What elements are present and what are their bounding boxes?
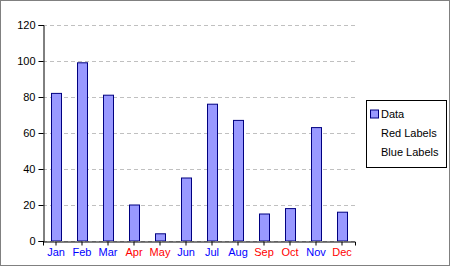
y-tick-label: 100 [17, 55, 35, 67]
y-axis: 0 20 40 60 80 100 120 [17, 19, 44, 247]
y-axis-line [39, 26, 45, 242]
x-tick-mark [160, 242, 161, 246]
y-tick-label: 20 [23, 199, 35, 211]
bar [156, 234, 166, 241]
x-tick-mark [264, 242, 265, 246]
legend-label: Data [381, 108, 405, 120]
x-axis-line [44, 242, 356, 246]
legend: Data Red Labels Blue Labels [367, 101, 447, 168]
legend-label: Red Labels [381, 127, 437, 139]
x-axis: Jan Feb Mar Apr May Jun Jul Aug Sep Oct Nov Dec [44, 242, 356, 259]
bar [208, 104, 218, 241]
x-tick-mark [82, 242, 83, 246]
bar [260, 214, 270, 241]
x-tick: Jan [47, 242, 65, 259]
bar [130, 205, 140, 241]
y-tick-mark [39, 61, 44, 62]
legend-label: Blue Labels [381, 146, 439, 158]
x-tick: Apr [125, 242, 142, 259]
y-tick: 120 [17, 19, 43, 31]
y-tick: 40 [23, 163, 43, 175]
y-tick: 0 [29, 235, 43, 247]
x-tick-mark [134, 242, 135, 246]
y-tick: 80 [23, 91, 43, 103]
x-tick: Oct [281, 242, 298, 259]
x-tick-mark [56, 242, 57, 246]
y-tick-mark [39, 241, 44, 242]
y-tick-mark [39, 205, 44, 206]
grid-line [43, 97, 355, 98]
x-tick: Jul [205, 242, 219, 259]
x-tick: Nov [306, 242, 326, 259]
legend-swatch [371, 110, 379, 118]
y-tick-label: 40 [23, 163, 35, 175]
x-tick: Jun [177, 242, 195, 259]
x-tick-label: Sep [254, 246, 274, 258]
x-tick: May [150, 242, 171, 259]
bar [312, 128, 322, 241]
x-tick-label: Jun [177, 246, 195, 258]
x-tick-label: May [150, 246, 171, 258]
x-tick: Mar [99, 242, 118, 259]
x-tick: Aug [228, 242, 248, 259]
marks [52, 63, 348, 241]
grid-line [43, 205, 355, 206]
x-tick-label: Jan [47, 246, 65, 258]
bar [234, 120, 244, 241]
y-tick: 100 [17, 55, 43, 67]
y-tick-mark [39, 133, 44, 134]
y-tick-label: 120 [17, 19, 35, 31]
y-tick: 20 [23, 199, 43, 211]
y-tick-label: 60 [23, 127, 35, 139]
y-tick-label: 80 [23, 91, 35, 103]
x-tick-mark [342, 242, 343, 246]
grid-line [43, 25, 355, 26]
y-tick-mark [39, 97, 44, 98]
bar [286, 209, 296, 241]
x-tick-label: Apr [125, 246, 142, 258]
y-tick-mark [39, 169, 44, 170]
grid [43, 26, 355, 242]
bar [104, 95, 114, 241]
x-tick-label: Aug [228, 246, 248, 258]
bar [182, 178, 192, 241]
y-tick-label: 0 [29, 235, 35, 247]
chart-border [1, 1, 450, 266]
grid-line [43, 169, 355, 170]
grid-line [43, 133, 355, 134]
x-tick: Dec [332, 242, 352, 259]
bar [338, 212, 348, 241]
x-tick-label: Oct [281, 246, 298, 258]
x-tick-label: Jul [205, 246, 219, 258]
x-tick-label: Dec [332, 246, 352, 258]
x-tick-mark [186, 242, 187, 246]
x-tick-label: Nov [306, 246, 326, 258]
grid-line [43, 61, 355, 62]
x-tick-mark [238, 242, 239, 246]
y-tick-mark [39, 25, 44, 26]
x-tick: Feb [73, 242, 92, 259]
y-tick: 60 [23, 127, 43, 139]
x-tick-label: Feb [73, 246, 92, 258]
bar [52, 93, 62, 241]
x-tick-mark [212, 242, 213, 246]
x-tick-mark [316, 242, 317, 246]
legend-box [367, 101, 447, 168]
x-tick-label: Mar [99, 246, 118, 258]
x-tick: Sep [254, 242, 274, 259]
chart: 0 20 40 60 80 100 120 Jan Feb Mar Apr May Jun Jul Aug S… [0, 0, 450, 266]
bar [78, 63, 88, 241]
x-tick-mark [108, 242, 109, 246]
x-tick-mark [290, 242, 291, 246]
